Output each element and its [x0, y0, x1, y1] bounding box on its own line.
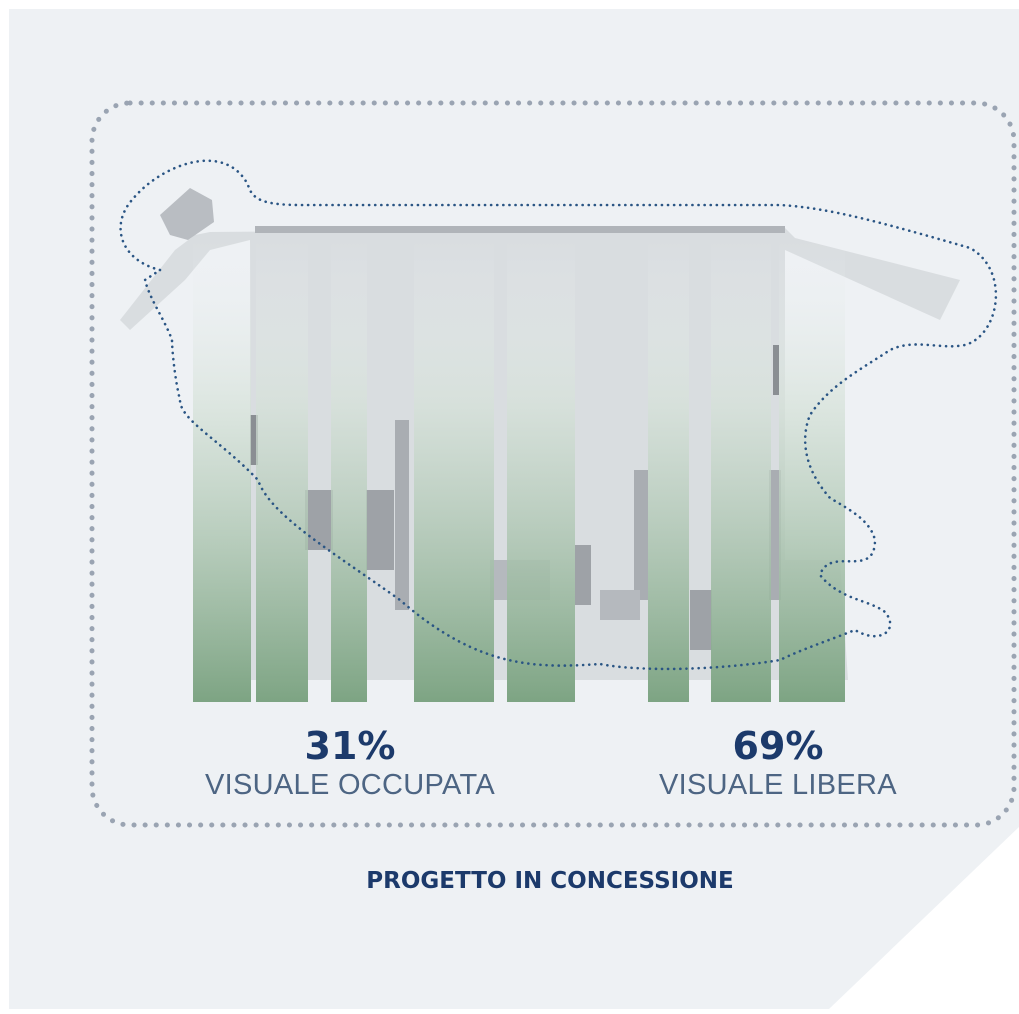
bar [648, 240, 689, 702]
occupied-stat: 31% VISUALE OCCUPATA [200, 724, 500, 802]
concession-boundary [119, 159, 998, 671]
view-bars [193, 240, 845, 702]
free-label: VISUALE LIBERA [659, 769, 897, 801]
bar [711, 240, 771, 702]
bar [331, 240, 367, 702]
bar [414, 240, 494, 702]
bar [779, 240, 845, 702]
dotted-frame [89, 100, 1017, 828]
occupied-percent: 31% [304, 724, 396, 768]
free-percent: 69% [732, 724, 824, 768]
bar [256, 240, 308, 702]
free-stat: 69% VISUALE LIBERA [628, 724, 928, 802]
occupied-label: VISUALE OCCUPATA [204, 769, 496, 801]
project-caption: PROGETTO IN CONCESSIONE [366, 868, 734, 894]
bar [193, 240, 251, 702]
bar [507, 240, 575, 702]
